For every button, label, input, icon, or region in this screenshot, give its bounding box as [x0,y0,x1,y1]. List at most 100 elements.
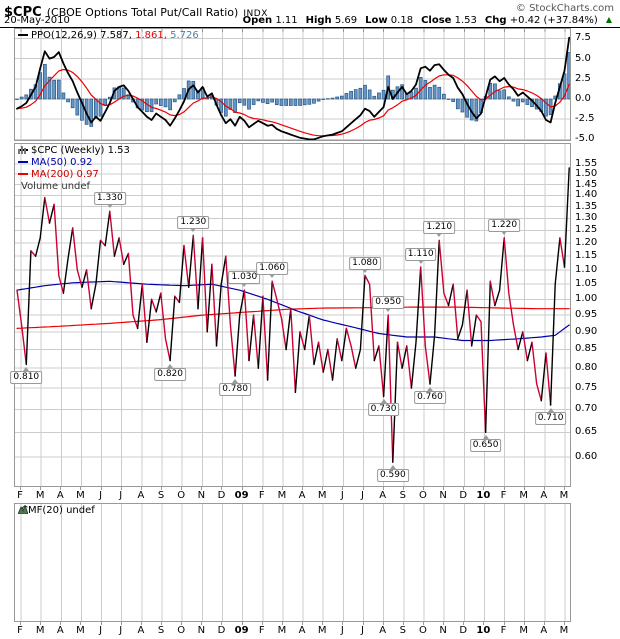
month-tick-mark [463,487,465,490]
month-label: F [17,625,23,636]
month-label: F [500,490,507,501]
ppo-y-tick-label: -2.5 [575,113,595,125]
month-tick-mark [463,622,465,625]
price-extreme-label: 0.780 [219,383,251,396]
month-tick-mark [120,622,122,625]
month-label: O [177,490,186,501]
price-extreme-label: 0.950 [372,296,405,310]
price-chart-svg [15,144,570,486]
price-y-tick-label: 1.55 [575,158,598,169]
month-tick-mark [60,487,62,490]
month-tick-mark [382,487,384,490]
month-label: A [540,490,548,501]
month-tick-mark [422,622,424,625]
ppo-y-tick-label: 5.0 [575,52,591,64]
quote-open: Open 1.11 [242,15,298,26]
month-label: A [137,625,145,636]
month-label: O [419,490,427,501]
price-y-tick-label: 1.50 [575,168,598,180]
month-label: D [217,490,226,501]
price-panel: $CPC (Weekly) 1.53 MA(50) 0.92 MA(200) 0… [10,143,571,487]
price-extreme-label: 0.650 [469,439,502,453]
month-tick-mark [20,487,21,490]
price-extreme-caret-icon [389,465,396,470]
month-label: 10 [476,490,491,501]
month-tick-mark [261,622,263,625]
price-y-tick-label: 0.70 [575,403,598,415]
month-label: J [361,490,364,501]
price-extreme-label: 0.810 [10,371,43,385]
price-extreme-label: 1.060 [256,262,289,276]
ma200-swatch-icon [18,173,28,175]
month-tick-mark [20,622,21,625]
month-tick-mark [503,487,505,490]
month-label: N [197,490,206,501]
month-label: O [177,625,186,636]
cmf-legend: CMF(20) undef [18,505,95,517]
price-extreme-label: 0.820 [154,367,186,381]
month-tick-mark [302,487,304,490]
month-label: M [277,625,287,636]
month-tick-mark [543,487,545,490]
price-y-tick-label: 0.60 [575,451,598,462]
month-label: M [317,490,327,501]
price-extreme-label: 1.210 [423,221,456,235]
price-y-tick-label: 0.75 [575,382,598,394]
month-tick-mark [181,622,183,625]
month-tick-mark [161,622,163,625]
month-tick-mark [443,487,445,490]
price-extreme-label: 1.220 [488,218,521,232]
ppo-histogram-value: 5.726 [170,30,199,41]
quote-close: Close 1.53 [421,15,477,26]
price-extreme-label: 1.330 [93,192,126,206]
price-extreme-caret-icon [426,387,433,392]
price-extreme-caret-icon [547,408,554,413]
price-y-tick-label: 0.65 [575,426,598,438]
month-label: 10 [476,625,491,636]
month-label: M [559,490,569,501]
month-tick-mark [100,622,102,625]
month-tick-mark [140,487,142,490]
month-tick-mark [80,622,82,625]
month-label: J [340,490,344,501]
month-label: J [119,625,123,636]
price-extreme-caret-icon [241,283,248,288]
month-label: 09 [234,625,249,636]
price-y-tick-label: 1.35 [575,200,598,212]
month-tick-mark [221,622,223,625]
month-tick-mark [201,487,203,490]
change-up-icon: ▲ [605,15,612,24]
price-y-tick-label: 1.15 [575,250,598,262]
month-tick-mark [362,487,364,490]
month-tick-mark [422,487,424,490]
price-legend-volume: Volume undef [18,146,130,193]
chart-date: 20-May-2010 [4,15,70,26]
month-label: J [340,625,344,636]
quote-low: Low 0.18 [365,15,414,26]
month-tick-mark [120,487,122,490]
month-tick-mark [302,622,304,625]
copyright-notice: © StockCharts.com [515,3,614,14]
price-extreme-caret-icon [482,435,489,440]
month-label: A [379,625,387,636]
symbol: $CPC [4,5,42,20]
price-extreme-caret-icon [269,274,276,279]
price-y-tick-label: 0.95 [575,309,598,321]
x-axis-months-lower: F M A M J J A S O N D 09 F M A M J J A S O N D 10 F M A M [14,622,571,637]
month-tick-mark [523,487,525,490]
price-legend-symbol: $CPC (Weekly) 1.53 [18,145,130,157]
x-axis-months-upper: F M A M J J A S O N D 09 F M A M J J A S O N D 10 F M A M [14,487,571,502]
month-label: A [56,625,64,636]
month-label: 09 [234,490,249,501]
month-tick-mark [483,622,485,625]
price-y-tick-label: 1.05 [575,278,598,290]
quote-change: Chg +0.42 (+37.84%) [484,15,598,26]
month-tick-mark [563,622,565,625]
month-tick-mark [241,622,243,625]
price-extreme-caret-icon [501,230,508,235]
price-extreme-caret-icon [106,204,113,209]
ppo-y-tick-label: 7.5 [575,32,591,44]
price-extreme-label: 0.590 [376,469,409,483]
price-extreme-label: 1.230 [177,216,210,230]
